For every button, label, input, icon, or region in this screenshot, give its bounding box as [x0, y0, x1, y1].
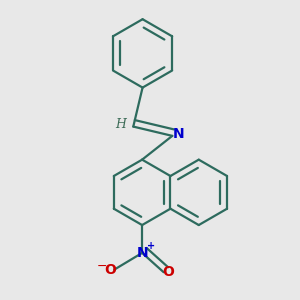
Text: H: H [115, 118, 126, 131]
Text: N: N [173, 127, 185, 141]
Text: O: O [104, 262, 116, 277]
Text: +: + [147, 241, 155, 251]
Text: −: − [97, 260, 107, 273]
Text: O: O [162, 265, 174, 279]
Text: N: N [136, 246, 148, 260]
